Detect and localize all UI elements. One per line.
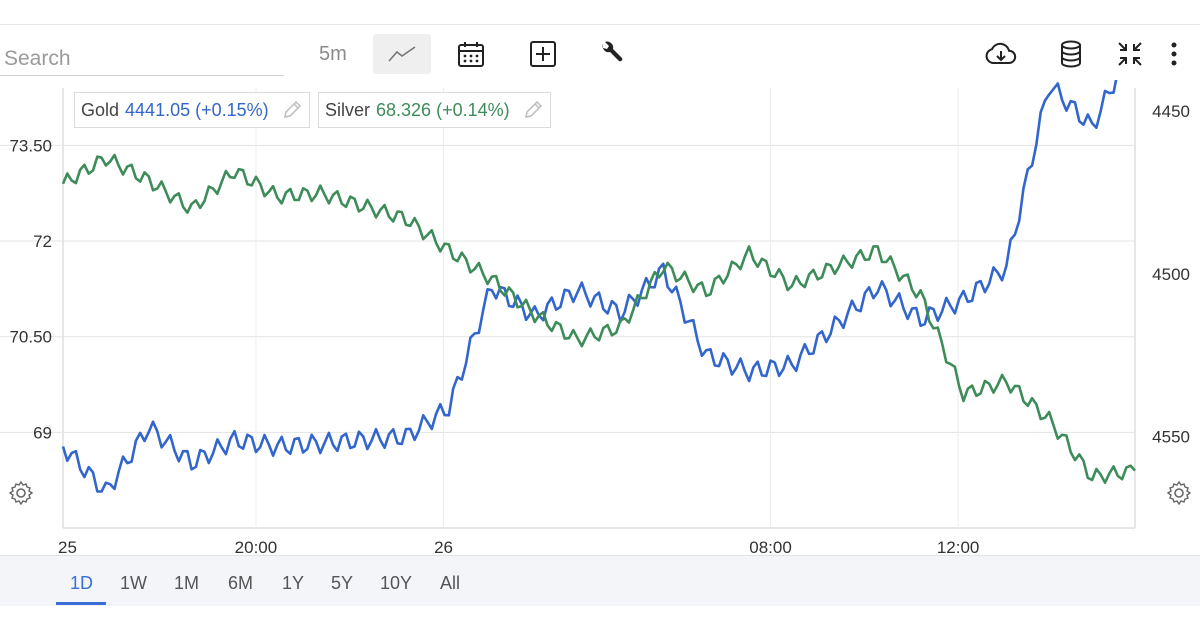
range-1m[interactable]: 1M — [174, 573, 200, 593]
cloud-download-icon — [985, 42, 1017, 64]
interval-selector[interactable]: 5m — [319, 43, 347, 65]
add-icon — [530, 41, 556, 67]
collapse-button[interactable] — [1108, 34, 1152, 74]
y-right-tick-label: 4500 — [1152, 265, 1190, 284]
active-range-indicator — [56, 602, 106, 605]
range-10y[interactable]: 10Y — [380, 573, 413, 593]
edit-pencil-icon[interactable] — [281, 99, 303, 121]
x-tick-label: 26 — [434, 538, 453, 555]
chart-type-button[interactable] — [373, 34, 431, 74]
legend-silver-value: 68.326 (+0.14%) — [376, 100, 510, 120]
legend-gold-name: Gold — [81, 100, 120, 120]
range-all[interactable]: All — [440, 573, 461, 593]
more-vert-icon — [1171, 42, 1177, 66]
data-button[interactable] — [1049, 34, 1093, 74]
top-divider — [0, 24, 1200, 25]
x-tick-label: 08:00 — [749, 538, 792, 555]
more-options-button[interactable] — [1162, 34, 1186, 74]
gold-series-line — [61, 80, 1118, 493]
range-selector-bar: 1D 1W 1M 6M 1Y 5Y 10Y All — [0, 555, 1200, 606]
calendar-icon — [458, 42, 484, 67]
range-1d[interactable]: 1D — [70, 573, 94, 593]
line-chart-icon — [388, 46, 416, 62]
add-indicator-button[interactable] — [521, 34, 565, 74]
download-button[interactable] — [979, 34, 1023, 74]
legend-gold-value: 4441.05 (+0.15%) — [125, 100, 269, 120]
left-axis: 73.50 72 70.50 69 — [9, 136, 52, 442]
chart-toolbar: 5m — [0, 30, 1200, 82]
x-tick-label: 25 — [58, 538, 77, 555]
x-tick-label: 20:00 — [235, 538, 278, 555]
search-input[interactable] — [0, 42, 284, 76]
x-axis: 25 20:00 26 08:00 12:00 — [58, 538, 979, 555]
y-left-tick-label: 73.50 — [9, 136, 52, 155]
silver-series-line — [61, 153, 1136, 485]
chart-grid — [0, 88, 1136, 529]
legend-silver-name: Silver — [325, 100, 371, 120]
edit-pencil-icon[interactable] — [522, 99, 544, 121]
database-icon — [1061, 40, 1081, 68]
y-left-tick-label: 72 — [33, 232, 52, 251]
collapse-icon — [1118, 42, 1142, 66]
range-6m[interactable]: 6M — [228, 573, 254, 593]
left-axis-settings-gear-icon[interactable] — [8, 480, 34, 506]
series-lines — [61, 80, 1136, 493]
settings-tools-button[interactable] — [589, 34, 633, 74]
y-right-tick-label: 4550 — [1152, 428, 1190, 447]
legend-silver[interactable]: Silver 68.326 (+0.14%) — [318, 92, 551, 128]
wrench-icon — [602, 41, 623, 62]
legend-gold[interactable]: Gold 4441.05 (+0.15%) — [74, 92, 310, 128]
right-axis: 4400445045004550 — [1152, 102, 1190, 447]
right-axis-settings-gear-icon[interactable] — [1166, 480, 1192, 506]
x-tick-label: 12:00 — [937, 538, 980, 555]
y-right-tick-label: 4450 — [1152, 102, 1190, 121]
calendar-button[interactable] — [449, 34, 493, 74]
range-1y[interactable]: 1Y — [282, 573, 305, 593]
range-1w[interactable]: 1W — [120, 573, 147, 593]
range-5y[interactable]: 5Y — [331, 573, 354, 593]
y-left-tick-label: 70.50 — [9, 328, 52, 347]
y-left-tick-label: 69 — [33, 423, 52, 442]
